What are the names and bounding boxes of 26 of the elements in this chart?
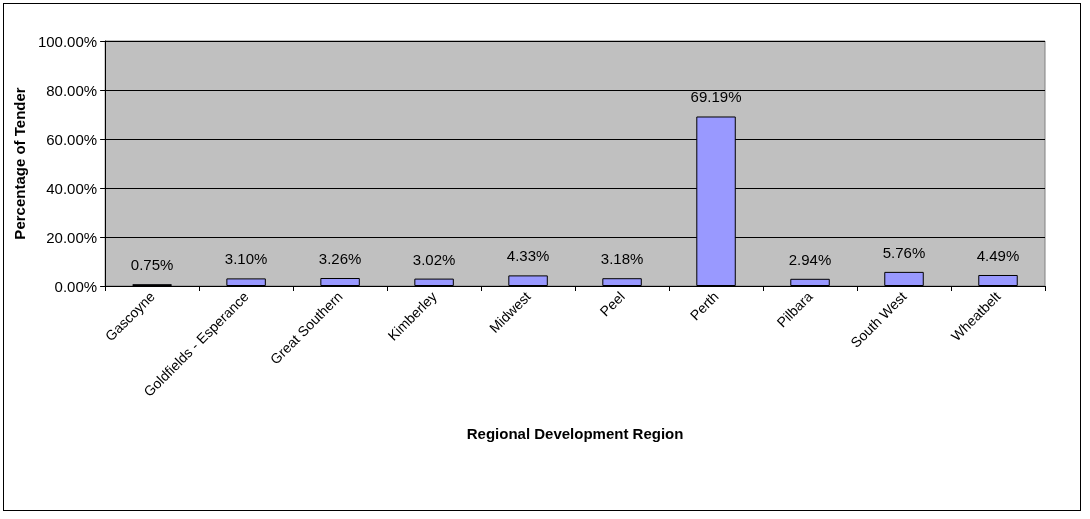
y-tick-label: 40.00% [46,179,98,197]
y-axis-title: Percentage of Tender [11,87,28,240]
data-label: 4.33% [506,247,550,265]
data-label: 4.49% [976,247,1020,264]
bar [602,278,642,286]
x-axis-title: Regional Development Region [466,425,684,442]
data-label: 2.94% [788,250,832,268]
bar [508,275,548,286]
y-tick-label: 0.00% [54,277,98,295]
data-label: 5.76% [882,243,926,261]
bar [978,275,1018,286]
data-label: 3.02% [412,250,456,268]
data-label: 3.26% [318,250,362,268]
bar [320,278,360,286]
bar [790,278,830,286]
bar [884,271,924,286]
bar [414,278,454,286]
y-tick-label: 60.00% [46,130,98,148]
y-tick-label: 80.00% [46,81,98,99]
y-tick-label: 100.00% [37,32,98,50]
y-tick-label: 20.00% [46,228,98,246]
data-label: 3.10% [224,250,268,268]
bar [226,278,266,286]
data-label: 69.19% [690,88,742,106]
data-label: 3.18% [600,250,644,268]
data-label: 0.75% [130,256,174,274]
